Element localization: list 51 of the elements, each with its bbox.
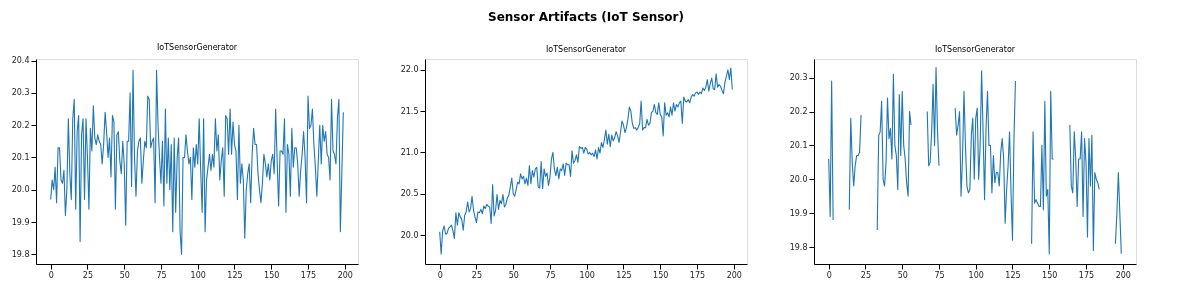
- x-tick-label: 50: [897, 270, 908, 280]
- y-tick-label: 21.5: [400, 106, 419, 116]
- x-tick-label: 200: [337, 270, 353, 280]
- x-tick-label: 175: [300, 270, 317, 280]
- y-tick-label: 19.8: [11, 249, 30, 259]
- y-tick-label: 20.2: [11, 120, 30, 130]
- y-tick-label: 19.8: [789, 242, 808, 252]
- y-tick-label: 20.3: [11, 88, 30, 98]
- x-tick-label: 150: [264, 270, 280, 280]
- x-tick-label: 100: [579, 270, 595, 280]
- y-tick-label: 20.1: [789, 140, 808, 150]
- y-tick-label: 22.0: [400, 65, 419, 75]
- x-tick-label: 50: [508, 270, 519, 280]
- y-tick-label: 20.4: [11, 56, 30, 66]
- y-tick-label: 20.3: [789, 73, 808, 83]
- y-tick-label: 19.9: [11, 217, 30, 227]
- y-tick-label: 20.0: [789, 174, 808, 184]
- y-tick-label: 20.0: [400, 230, 419, 240]
- x-tick-label: 150: [1042, 270, 1058, 280]
- y-tick-label: 20.2: [789, 107, 808, 117]
- x-tick-label: 125: [1005, 270, 1021, 280]
- x-tick-label: 25: [860, 270, 872, 280]
- x-tick-label: 25: [82, 270, 94, 280]
- x-tick-label: 0: [826, 270, 832, 280]
- y-tick-label: 21.0: [400, 147, 419, 157]
- x-tick-label: 125: [616, 270, 632, 280]
- x-tick-label: 200: [1115, 270, 1131, 280]
- line-series: [439, 67, 733, 255]
- x-tick-label: 0: [48, 270, 54, 280]
- x-tick-label: 50: [119, 270, 130, 280]
- x-tick-label: 175: [1078, 270, 1095, 280]
- chart-title: Sensor Artifacts (IoT Sensor): [487, 10, 685, 24]
- chart-subtitle: IoTSensorGenerator: [156, 42, 238, 52]
- x-tick-label: 0: [437, 270, 443, 280]
- chart-subtitle: IoTSensorGenerator: [934, 45, 1016, 54]
- line-series: [50, 69, 344, 255]
- y-tick-label: 20.1: [11, 152, 30, 162]
- x-tick-label: 75: [545, 270, 556, 280]
- x-tick-label: 75: [156, 270, 167, 280]
- y-tick-label: 20.5: [400, 189, 419, 199]
- x-tick-label: 100: [968, 270, 984, 280]
- x-tick-label: 25: [471, 270, 483, 280]
- x-tick-label: 200: [726, 270, 742, 280]
- y-tick-label: 19.9: [789, 208, 808, 218]
- y-tick-label: 20.0: [11, 185, 30, 195]
- chart-subtitle: IoTSensorGenerator: [545, 45, 627, 54]
- x-tick-label: 125: [227, 270, 243, 280]
- x-tick-label: 175: [689, 270, 706, 280]
- x-tick-label: 75: [934, 270, 945, 280]
- x-tick-label: 150: [653, 270, 669, 280]
- x-tick-label: 100: [190, 270, 206, 280]
